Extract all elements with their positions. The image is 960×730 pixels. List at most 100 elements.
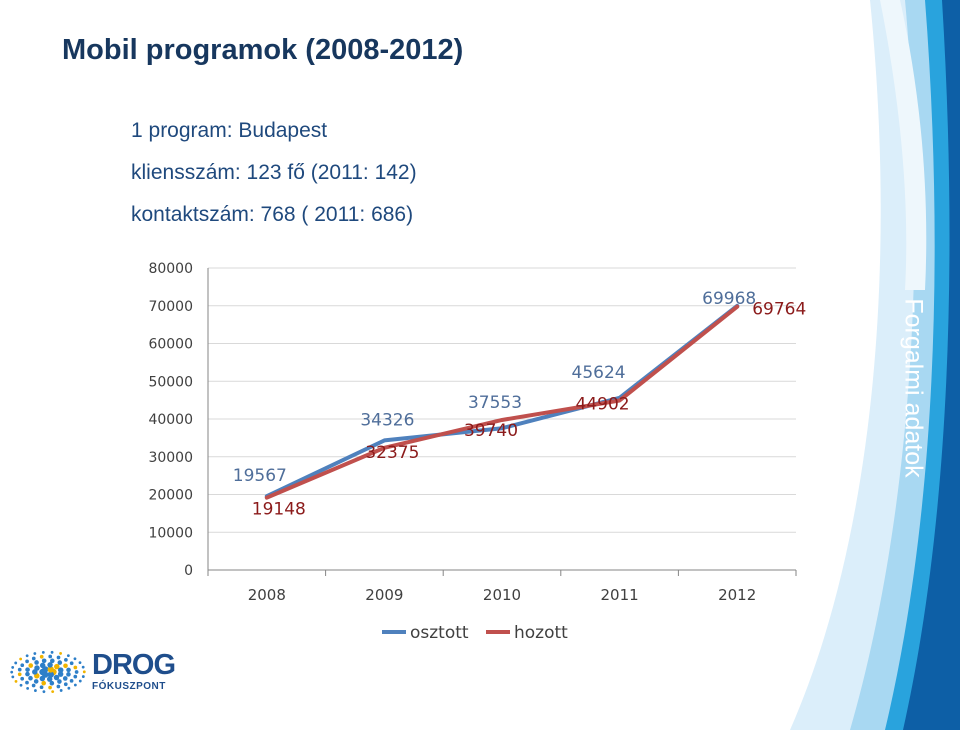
y-tick-label: 30000	[148, 450, 193, 466]
logo-dot	[56, 655, 61, 660]
logo-dot	[25, 667, 30, 672]
logo-dot	[34, 660, 39, 665]
logo-dot	[50, 658, 55, 664]
logo-dot	[73, 657, 77, 661]
logo-dot	[47, 662, 53, 668]
x-tick-label: 2010	[483, 586, 521, 604]
logo-dot	[73, 683, 77, 687]
logo-dot	[73, 674, 78, 679]
logo-dot	[69, 661, 74, 666]
logo-dot	[66, 667, 71, 673]
logo-dot	[25, 654, 29, 658]
logo-dot	[39, 675, 46, 682]
logo-dot	[25, 659, 29, 664]
logo-dot	[81, 665, 85, 669]
logo-dot	[48, 685, 52, 690]
y-tick-label: 50000	[148, 374, 193, 390]
legend-label-osztott: osztott	[410, 623, 469, 643]
data-label-osztott: 69968	[702, 289, 756, 309]
logo-dot	[14, 661, 18, 665]
logo-dot	[53, 674, 60, 681]
x-tick-label: 2012	[718, 586, 756, 604]
logo-dot	[25, 671, 30, 677]
logo-dot	[64, 657, 68, 662]
y-tick-label: 20000	[148, 488, 193, 504]
y-tick-label: 10000	[148, 525, 193, 541]
series-line-hozott	[264, 304, 740, 500]
logo-dot	[28, 663, 34, 668]
logo-dot	[66, 672, 71, 677]
logo-dot	[56, 684, 61, 689]
info-line-program: 1 program: Budapest	[131, 119, 328, 142]
x-tick-label: 2008	[248, 586, 286, 604]
logo-dot	[41, 658, 47, 664]
logo-dot	[59, 689, 63, 692]
dot-burst-icon	[10, 650, 86, 694]
logo-dot	[48, 654, 53, 659]
logo-dot	[10, 670, 14, 674]
data-label-hozott: 44902	[576, 394, 630, 414]
logo-dot	[47, 671, 54, 678]
logo-dot	[47, 666, 54, 673]
data-label-osztott: 37553	[468, 393, 522, 413]
logo-dot	[26, 686, 30, 690]
band-dark	[903, 0, 960, 730]
logo-dot	[51, 690, 55, 694]
logo-dot	[59, 652, 62, 655]
logo-dot	[78, 679, 82, 683]
logo-subtitle: FÓKUSZPONT	[92, 681, 166, 692]
logo-dot	[46, 676, 53, 682]
y-tick-label: 0	[184, 563, 193, 579]
logo-dot	[28, 675, 33, 681]
data-label-osztott: 34326	[360, 410, 414, 430]
logo-dot	[54, 663, 60, 670]
logo-dot	[62, 676, 68, 681]
logo-dot	[41, 650, 45, 654]
logo-dot	[57, 667, 64, 673]
logo-dot	[39, 662, 46, 669]
logo-dot	[31, 656, 36, 661]
y-tick-label: 60000	[148, 337, 193, 353]
logo-dot	[17, 672, 22, 677]
logo-dot	[19, 683, 23, 687]
logo-dot	[63, 682, 68, 687]
logo-dot	[20, 663, 25, 668]
logo-wordmark: DROG	[92, 649, 176, 681]
data-label-osztott: 45624	[572, 363, 626, 383]
info-line-clients: kliensszám: 123 fő (2011: 142)	[131, 161, 417, 184]
logo-dot	[42, 690, 46, 694]
logo-dot	[25, 680, 29, 685]
logo-dot	[39, 654, 44, 659]
data-label-hozott: 32375	[365, 443, 419, 463]
logo-dot	[33, 679, 39, 684]
legend-label-hozott: hozott	[514, 623, 568, 643]
logo-dot	[11, 666, 15, 669]
y-tick-label: 80000	[148, 261, 193, 277]
y-tick-label: 70000	[148, 299, 193, 315]
logo-dot	[20, 676, 25, 681]
logo-dot	[69, 678, 74, 683]
logo-dot	[34, 689, 37, 692]
data-label-hozott: 39740	[464, 421, 518, 441]
logo-dot	[49, 680, 55, 686]
x-tick-label: 2009	[365, 586, 403, 604]
logo-dot	[57, 671, 64, 677]
y-tick-label: 40000	[148, 412, 193, 428]
logo-dot	[31, 683, 36, 688]
logo-dot	[14, 679, 18, 683]
x-tick-label: 2011	[601, 586, 639, 604]
logo-dot	[73, 665, 78, 670]
logo-dot	[17, 667, 22, 672]
logo-dot	[11, 675, 15, 679]
logo-dot	[82, 670, 86, 674]
logo-dot	[57, 660, 63, 665]
data-label-osztott: 19567	[233, 466, 287, 486]
band-top-arc	[880, 0, 927, 290]
data-label-hozott: 69764	[752, 300, 806, 320]
logo-dot	[19, 657, 23, 661]
data-label-hozott: 19148	[252, 500, 306, 520]
logo-dot	[34, 665, 40, 671]
info-line-contacts: kontaktszám: 768 ( 2011: 686)	[131, 203, 414, 226]
